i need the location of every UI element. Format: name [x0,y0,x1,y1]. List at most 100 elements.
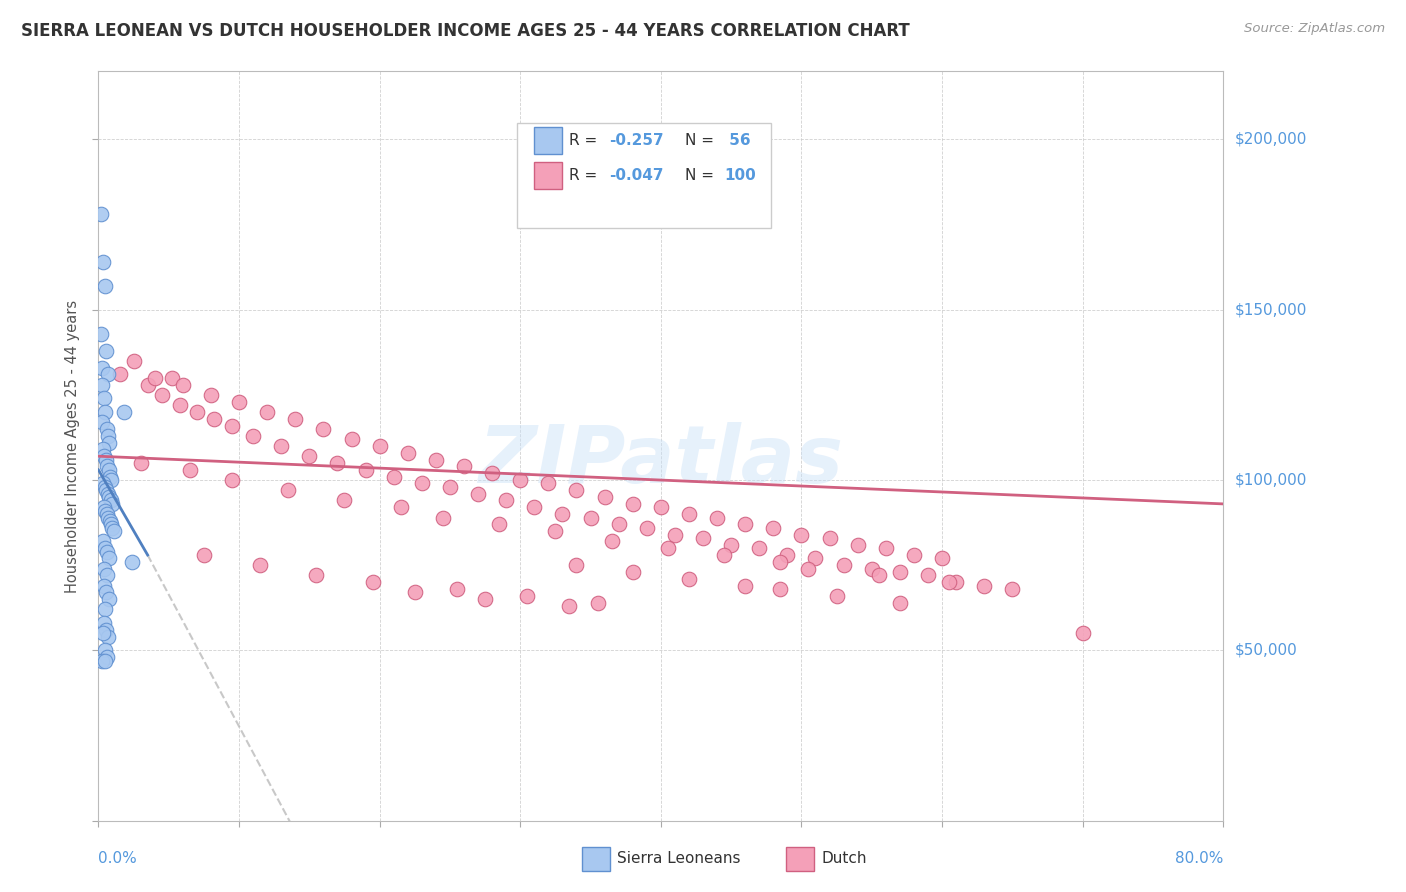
Point [931,551,953,566]
Text: ZIPatlas: ZIPatlas [478,422,844,500]
Point [973,579,995,593]
Point [242,429,264,443]
Point [558,599,581,613]
Point [93,561,115,575]
Point [93,279,117,293]
Point [100,493,122,508]
Point [509,473,531,487]
Point [200,388,222,402]
Point [579,510,602,524]
Point [160,371,183,385]
Point [172,377,194,392]
Point [453,459,475,474]
Point [1001,582,1024,596]
Text: $100,000: $100,000 [1234,473,1306,488]
Point [523,500,546,515]
Point [776,548,799,562]
Point [93,626,115,640]
Point [945,575,967,590]
Point [565,558,588,573]
Point [90,360,114,375]
Point [93,449,115,463]
Point [818,531,841,545]
Point [565,483,588,498]
Point [93,255,115,269]
Point [96,585,118,599]
Point [101,497,124,511]
Point [97,630,120,644]
Point [93,643,115,657]
Point [91,654,114,668]
Point [94,452,117,467]
Point [825,589,848,603]
Point [734,579,756,593]
Point [832,558,855,573]
Point [93,500,115,515]
Point [804,551,827,566]
Point [136,377,159,392]
Point [889,596,911,610]
Text: -0.047: -0.047 [609,169,664,184]
Text: $50,000: $50,000 [1234,643,1298,657]
Point [488,517,510,532]
Point [186,405,208,419]
Point [256,405,278,419]
Point [202,411,225,425]
Point [96,544,118,558]
Point [97,429,120,443]
Text: Source: ZipAtlas.com: Source: ZipAtlas.com [1244,22,1385,36]
Point [101,521,124,535]
Point [98,435,121,450]
Point [382,469,405,483]
Point [678,507,700,521]
Point [404,585,426,599]
Point [860,561,883,575]
Point [96,568,118,582]
Point [762,521,785,535]
Point [467,486,489,500]
Point [889,565,911,579]
Point [361,575,384,590]
Point [150,388,173,402]
Text: N =: N = [685,169,718,184]
Point [551,507,574,521]
Point [96,650,118,665]
Point [277,483,299,498]
Text: SIERRA LEONEAN VS DUTCH HOUSEHOLDER INCOME AGES 25 - 44 YEARS CORRELATION CHART: SIERRA LEONEAN VS DUTCH HOUSEHOLDER INCO… [21,22,910,40]
Point [312,422,335,436]
Point [769,582,792,596]
Point [875,541,897,556]
Point [91,442,114,457]
Point [121,555,143,569]
Point [221,473,243,487]
Point [713,548,735,562]
Point [354,463,377,477]
Point [94,480,117,494]
Point [474,592,496,607]
Point [600,534,623,549]
Point [664,527,686,541]
Point [706,510,728,524]
Point [797,561,820,575]
Point [650,500,672,515]
Point [389,500,412,515]
Text: $200,000: $200,000 [1234,132,1306,147]
Point [284,411,307,425]
Point [122,354,145,368]
Text: Sierra Leoneans: Sierra Leoneans [617,852,741,866]
Point [228,394,250,409]
Point [98,514,121,528]
Point [621,565,644,579]
Point [100,517,122,532]
Point [544,524,567,538]
Point [340,432,363,446]
Text: 100: 100 [724,169,756,184]
Point [193,548,215,562]
Point [103,524,125,538]
Point [94,504,117,518]
Point [97,463,120,477]
Point [636,521,658,535]
Point [169,398,191,412]
Point [270,439,292,453]
Point [411,476,433,491]
